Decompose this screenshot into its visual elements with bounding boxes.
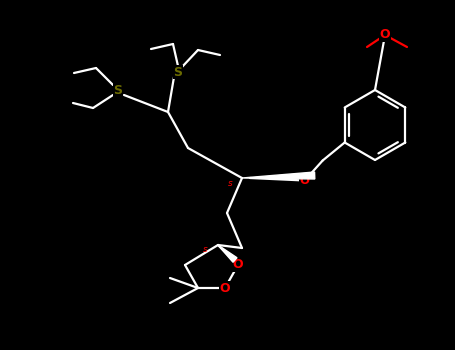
Text: O: O	[300, 174, 310, 187]
Text: O: O	[220, 281, 230, 294]
Text: S: S	[173, 65, 182, 78]
Text: O: O	[233, 259, 243, 272]
Polygon shape	[218, 245, 237, 262]
Text: s: s	[202, 245, 207, 254]
Text: S: S	[113, 84, 122, 97]
Text: O: O	[379, 28, 390, 42]
Text: s: s	[228, 180, 233, 189]
Polygon shape	[242, 172, 315, 179]
